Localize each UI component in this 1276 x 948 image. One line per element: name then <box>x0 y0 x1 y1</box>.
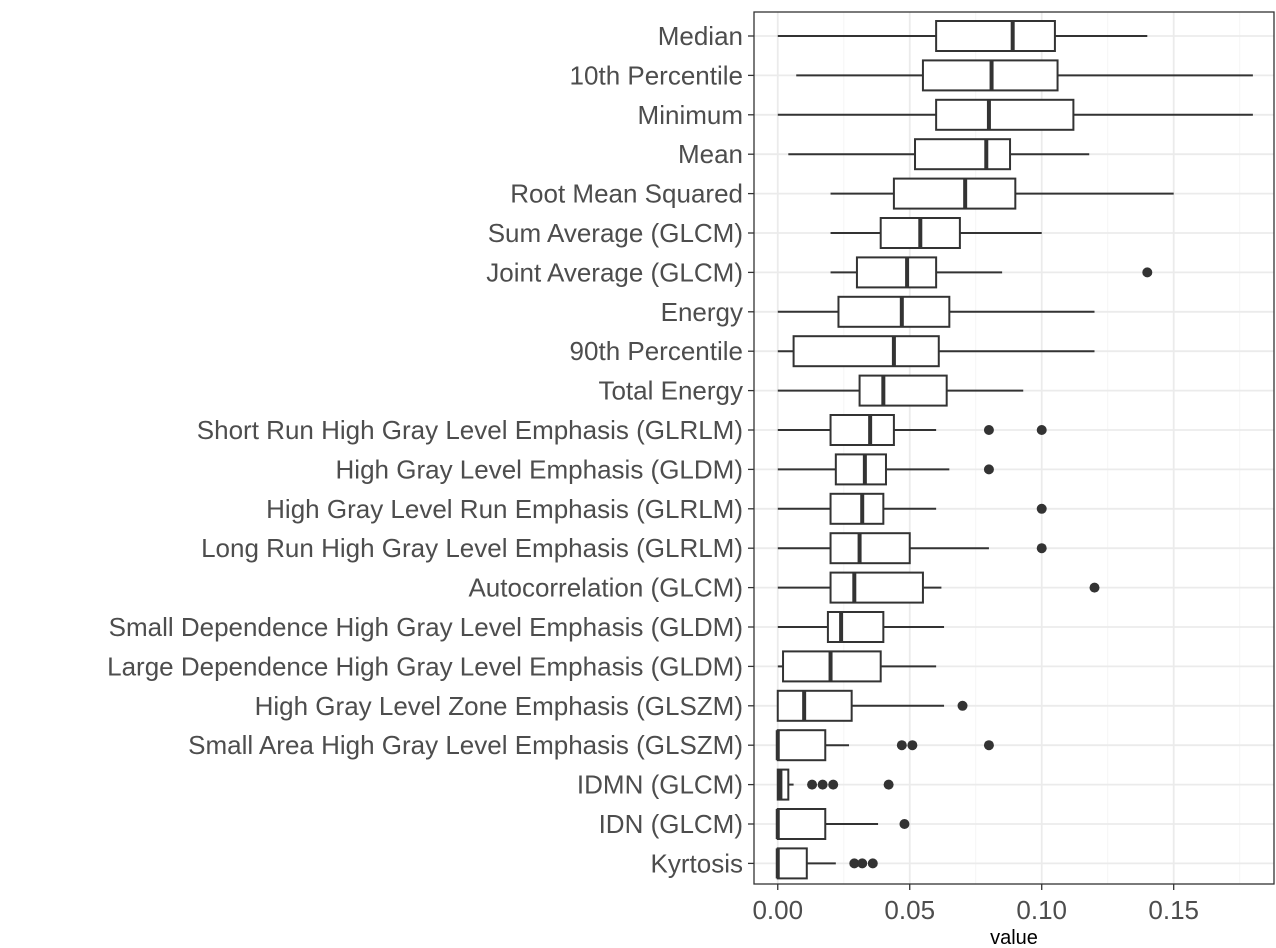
outlier-point <box>1036 503 1047 514</box>
boxplot-row <box>777 611 945 643</box>
outlier-point <box>1036 425 1047 435</box>
boxplot-row <box>775 729 994 762</box>
box-iqr <box>792 335 940 368</box>
boxplot-row <box>830 177 1174 210</box>
box-iqr <box>829 532 911 565</box>
boxplot-row <box>796 59 1253 92</box>
boxplot-row <box>775 808 910 840</box>
outlier-point <box>896 740 907 751</box>
y-axis: Median 10th Percentile Minimum Mean Root Mea… <box>107 21 754 878</box>
y-tick-label: Large Dependence High Gray Level Emphasi… <box>107 651 743 681</box>
x-tick-label: 0.10 <box>1016 895 1067 925</box>
x-axis: 0.00 0.05 0.10 0.15 <box>752 884 1199 925</box>
grid-layer <box>754 12 1274 884</box>
outlier-point <box>983 464 994 475</box>
box-iqr <box>776 689 853 722</box>
outlier-point <box>849 858 860 869</box>
boxplot-row <box>777 532 1047 565</box>
box-iqr <box>935 20 1056 52</box>
boxplot-row <box>830 256 1153 289</box>
x-tick-label: 0.15 <box>1148 895 1199 925</box>
y-tick-label: Root Mean Squared <box>510 179 743 209</box>
outlier-point <box>857 858 868 869</box>
boxplot-row <box>777 453 994 486</box>
y-tick-label: Autocorrelation (GLCM) <box>468 573 743 603</box>
box-iqr <box>776 808 827 840</box>
y-tick-label: Small Area High Gray Level Emphasis (GLS… <box>188 730 743 760</box>
y-tick-label: Total Energy <box>598 376 743 406</box>
outlier-point <box>907 740 918 751</box>
x-axis-title: value <box>990 927 1038 948</box>
x-tick-label: 0.00 <box>752 895 803 925</box>
boxplot-row <box>777 650 937 683</box>
box-iqr <box>776 847 808 880</box>
box-iqr <box>776 768 790 801</box>
outlier-point <box>807 779 818 790</box>
y-tick-label: Energy <box>661 297 743 327</box>
outlier-point <box>828 779 839 790</box>
box-iqr <box>776 729 827 762</box>
box-iqr <box>826 611 885 643</box>
y-tick-label: 90th Percentile <box>570 336 743 366</box>
boxplot-row <box>777 335 1095 368</box>
box-iqr <box>892 177 1017 210</box>
boxplot-row <box>777 98 1253 131</box>
boxplot-row <box>777 374 1024 407</box>
boxplot-row <box>775 847 878 880</box>
y-tick-label: High Gray Level Run Emphasis (GLRLM) <box>266 494 743 524</box>
box-layer <box>775 20 1253 880</box>
outlier-point <box>983 425 994 435</box>
y-tick-label: IDMN (GLCM) <box>577 770 743 800</box>
y-tick-label: Kyrtosis <box>651 848 743 878</box>
outlier-point <box>1036 543 1047 554</box>
outlier-point <box>983 740 994 751</box>
panel-border <box>753 11 1275 885</box>
box-iqr <box>837 295 951 328</box>
y-tick-label: Small Dependence High Gray Level Emphasi… <box>109 612 743 642</box>
boxplot-row <box>777 571 1100 604</box>
box-iqr <box>858 374 948 407</box>
y-tick-label: 10th Percentile <box>570 60 743 90</box>
outlier-point <box>867 858 878 869</box>
box-iqr <box>829 414 895 446</box>
box-iqr <box>829 492 885 525</box>
outlier-point <box>883 779 894 790</box>
outlier-point <box>1142 267 1153 278</box>
box-iqr <box>855 256 938 289</box>
boxplot-row <box>788 138 1090 171</box>
boxplot-row <box>777 20 1148 52</box>
y-tick-label: IDN (GLCM) <box>599 809 743 839</box>
outlier-point <box>899 819 910 829</box>
y-tick-label: High Gray Level Zone Emphasis (GLSZM) <box>255 691 743 721</box>
x-tick-label: 0.05 <box>884 895 935 925</box>
boxplot-row <box>777 295 1095 328</box>
box-iqr <box>829 571 924 604</box>
outlier-point <box>817 779 828 790</box>
y-tick-label: High Gray Level Emphasis (GLDM) <box>336 454 743 484</box>
outlier-point <box>1089 582 1100 593</box>
box-iqr <box>935 98 1075 131</box>
boxplot-row <box>777 492 1047 525</box>
box-iqr <box>914 138 1012 171</box>
boxplot-row <box>776 768 894 801</box>
boxplot-row <box>830 217 1042 249</box>
y-tick-label: Sum Average (GLCM) <box>488 218 743 248</box>
outlier-point <box>957 700 968 711</box>
y-tick-label: Mean <box>678 139 743 169</box>
y-tick-label: Short Run High Gray Level Emphasis (GLRL… <box>197 415 743 445</box>
box-iqr <box>834 453 887 486</box>
boxplot-row <box>777 414 1047 446</box>
boxplot-row <box>776 689 968 722</box>
y-tick-label: Median <box>658 21 743 51</box>
y-tick-label: Long Run High Gray Level Emphasis (GLRLM… <box>201 533 743 563</box>
y-tick-label: Minimum <box>638 100 743 130</box>
y-tick-label: Joint Average (GLCM) <box>486 257 743 287</box>
